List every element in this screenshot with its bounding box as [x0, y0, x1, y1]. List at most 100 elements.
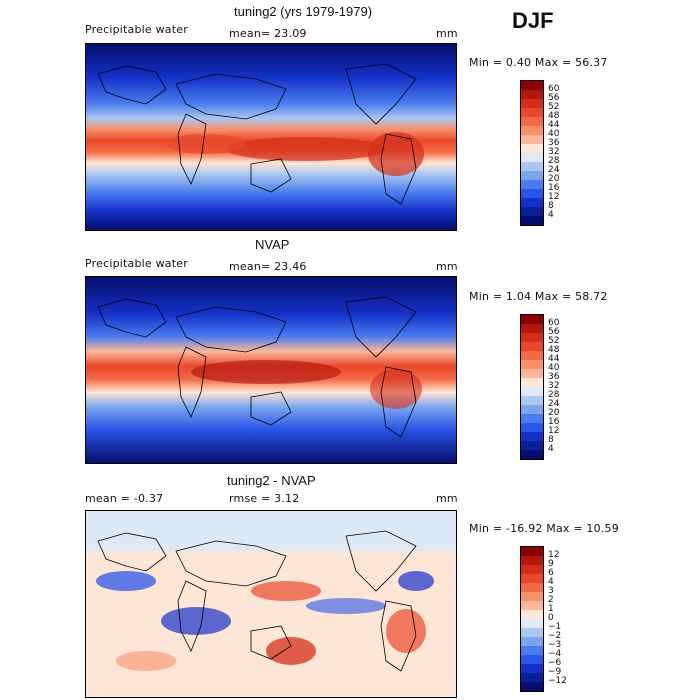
colorbar-tick-label: 16 [548, 416, 560, 427]
colorbar-tick-label: 48 [548, 110, 560, 121]
colorbar-tick-label: 4 [548, 576, 554, 587]
panel3-map-field [86, 511, 456, 697]
panel3-colorbar-labels: 12 9 6 4 3 2 1 0 −1 −2 −3 −4 −6 −9 −12 [548, 546, 588, 690]
panel3-minmax: Min = -16.92 Max = 10.59 [469, 522, 619, 535]
colorbar-tick-label: 6 [548, 567, 554, 578]
colorbar-swatch [521, 664, 543, 673]
colorbar-swatch [521, 414, 543, 423]
colorbar-swatch [521, 207, 543, 216]
colorbar-tick-label: 12 [548, 191, 560, 202]
colorbar-swatch [521, 315, 543, 324]
colorbar-swatch [521, 351, 543, 360]
colorbar-tick-label: 60 [548, 317, 560, 328]
panel1-colorbar-labels: 60 56 52 48 44 40 36 32 28 24 20 16 12 8 4 [548, 80, 588, 224]
colorbar-tick-label: 8 [548, 200, 554, 211]
panel2-title: NVAP [255, 237, 290, 252]
panel2-minmax: Min = 1.04 Max = 58.72 [469, 290, 608, 303]
colorbar-swatch [521, 117, 543, 126]
colorbar-swatch [521, 556, 543, 565]
colorbar-swatch [521, 216, 543, 225]
colorbar-swatch [521, 601, 543, 610]
colorbar-swatch [521, 99, 543, 108]
colorbar-swatch [521, 405, 543, 414]
colorbar-swatch [521, 135, 543, 144]
colorbar-swatch [521, 396, 543, 405]
colorbar-swatch [521, 583, 543, 592]
colorbar-swatch [521, 126, 543, 135]
colorbar-tick-label: −12 [548, 675, 567, 686]
panel1-title: tuning2 (yrs 1979-1979) [234, 4, 373, 19]
colorbar-tick-label: 56 [548, 326, 560, 337]
colorbar-tick-label: 1 [548, 603, 554, 614]
colorbar-tick-label: 60 [548, 83, 560, 94]
colorbar-tick-label: 32 [548, 380, 560, 391]
colorbar-tick-label: 40 [548, 128, 560, 139]
colorbar-tick-label: 24 [548, 398, 560, 409]
colorbar-swatch [521, 342, 543, 351]
colorbar-swatch [521, 81, 543, 90]
panel1-mean: mean= 23.09 [229, 27, 307, 40]
colorbar-swatch [521, 162, 543, 171]
colorbar-tick-label: 9 [548, 558, 554, 569]
colorbar-swatch [521, 450, 543, 459]
colorbar-swatch [521, 565, 543, 574]
colorbar-tick-label: 8 [548, 434, 554, 445]
panel2-map [85, 276, 457, 464]
panel3-map [85, 510, 457, 698]
panel2-colorbar-labels: 60 56 52 48 44 40 36 32 28 24 20 16 12 8 4 [548, 314, 588, 458]
colorbar-swatch [521, 378, 543, 387]
panel3-rmse: rmse = 3.12 [229, 492, 300, 505]
colorbar-swatch [521, 198, 543, 207]
colorbar-tick-label: 28 [548, 389, 560, 400]
colorbar-tick-label: 4 [548, 443, 554, 454]
colorbar-tick-label: −6 [548, 657, 562, 668]
panel2-variable-label: Precipitable water [85, 257, 188, 270]
colorbar-swatch [521, 423, 543, 432]
colorbar-tick-label: −4 [548, 648, 562, 659]
panel3-mean: mean = -0.37 [85, 492, 164, 505]
colorbar-swatch [521, 360, 543, 369]
colorbar-swatch [521, 90, 543, 99]
colorbar-tick-label: 16 [548, 182, 560, 193]
panel3-units: mm [436, 492, 458, 505]
colorbar-swatch [521, 592, 543, 601]
colorbar-swatch [521, 637, 543, 646]
colorbar-swatch [521, 655, 543, 664]
panel1-units: mm [436, 27, 458, 40]
colorbar-tick-label: 12 [548, 549, 560, 560]
colorbar-swatch [521, 333, 543, 342]
panel1-map [85, 43, 457, 231]
colorbar-tick-label: 3 [548, 585, 554, 596]
colorbar-swatch [521, 108, 543, 117]
colorbar-swatch [521, 144, 543, 153]
colorbar-tick-label: 4 [548, 209, 554, 220]
panel2-map-field [86, 277, 456, 463]
panel1-variable-label: Precipitable water [85, 23, 188, 36]
colorbar-tick-label: 12 [548, 425, 560, 436]
colorbar-swatch [521, 628, 543, 637]
colorbar-tick-label: −9 [548, 666, 562, 677]
colorbar-swatch [521, 324, 543, 333]
colorbar-tick-label: 32 [548, 146, 560, 157]
colorbar-swatch [521, 619, 543, 628]
colorbar-tick-label: −1 [548, 621, 562, 632]
colorbar-swatch [521, 180, 543, 189]
colorbar-swatch [521, 387, 543, 396]
panel1-map-field [86, 44, 456, 230]
colorbar-swatch [521, 441, 543, 450]
colorbar-tick-label: 0 [548, 612, 554, 623]
panel3-title: tuning2 - NVAP [227, 473, 316, 488]
colorbar-swatch [521, 574, 543, 583]
colorbar-tick-label: 36 [548, 371, 560, 382]
season-label: DJF [512, 8, 554, 33]
colorbar-tick-label: 2 [548, 594, 554, 605]
colorbar-swatch [521, 682, 543, 691]
colorbar-tick-label: −3 [548, 639, 562, 650]
panel1-minmax: Min = 0.40 Max = 56.37 [469, 56, 608, 69]
colorbar-tick-label: 52 [548, 101, 560, 112]
panel3-colorbar [520, 546, 544, 692]
panel2-mean: mean= 23.46 [229, 260, 307, 273]
colorbar-tick-label: 36 [548, 137, 560, 148]
colorbar-tick-label: 52 [548, 335, 560, 346]
colorbar-swatch [521, 171, 543, 180]
